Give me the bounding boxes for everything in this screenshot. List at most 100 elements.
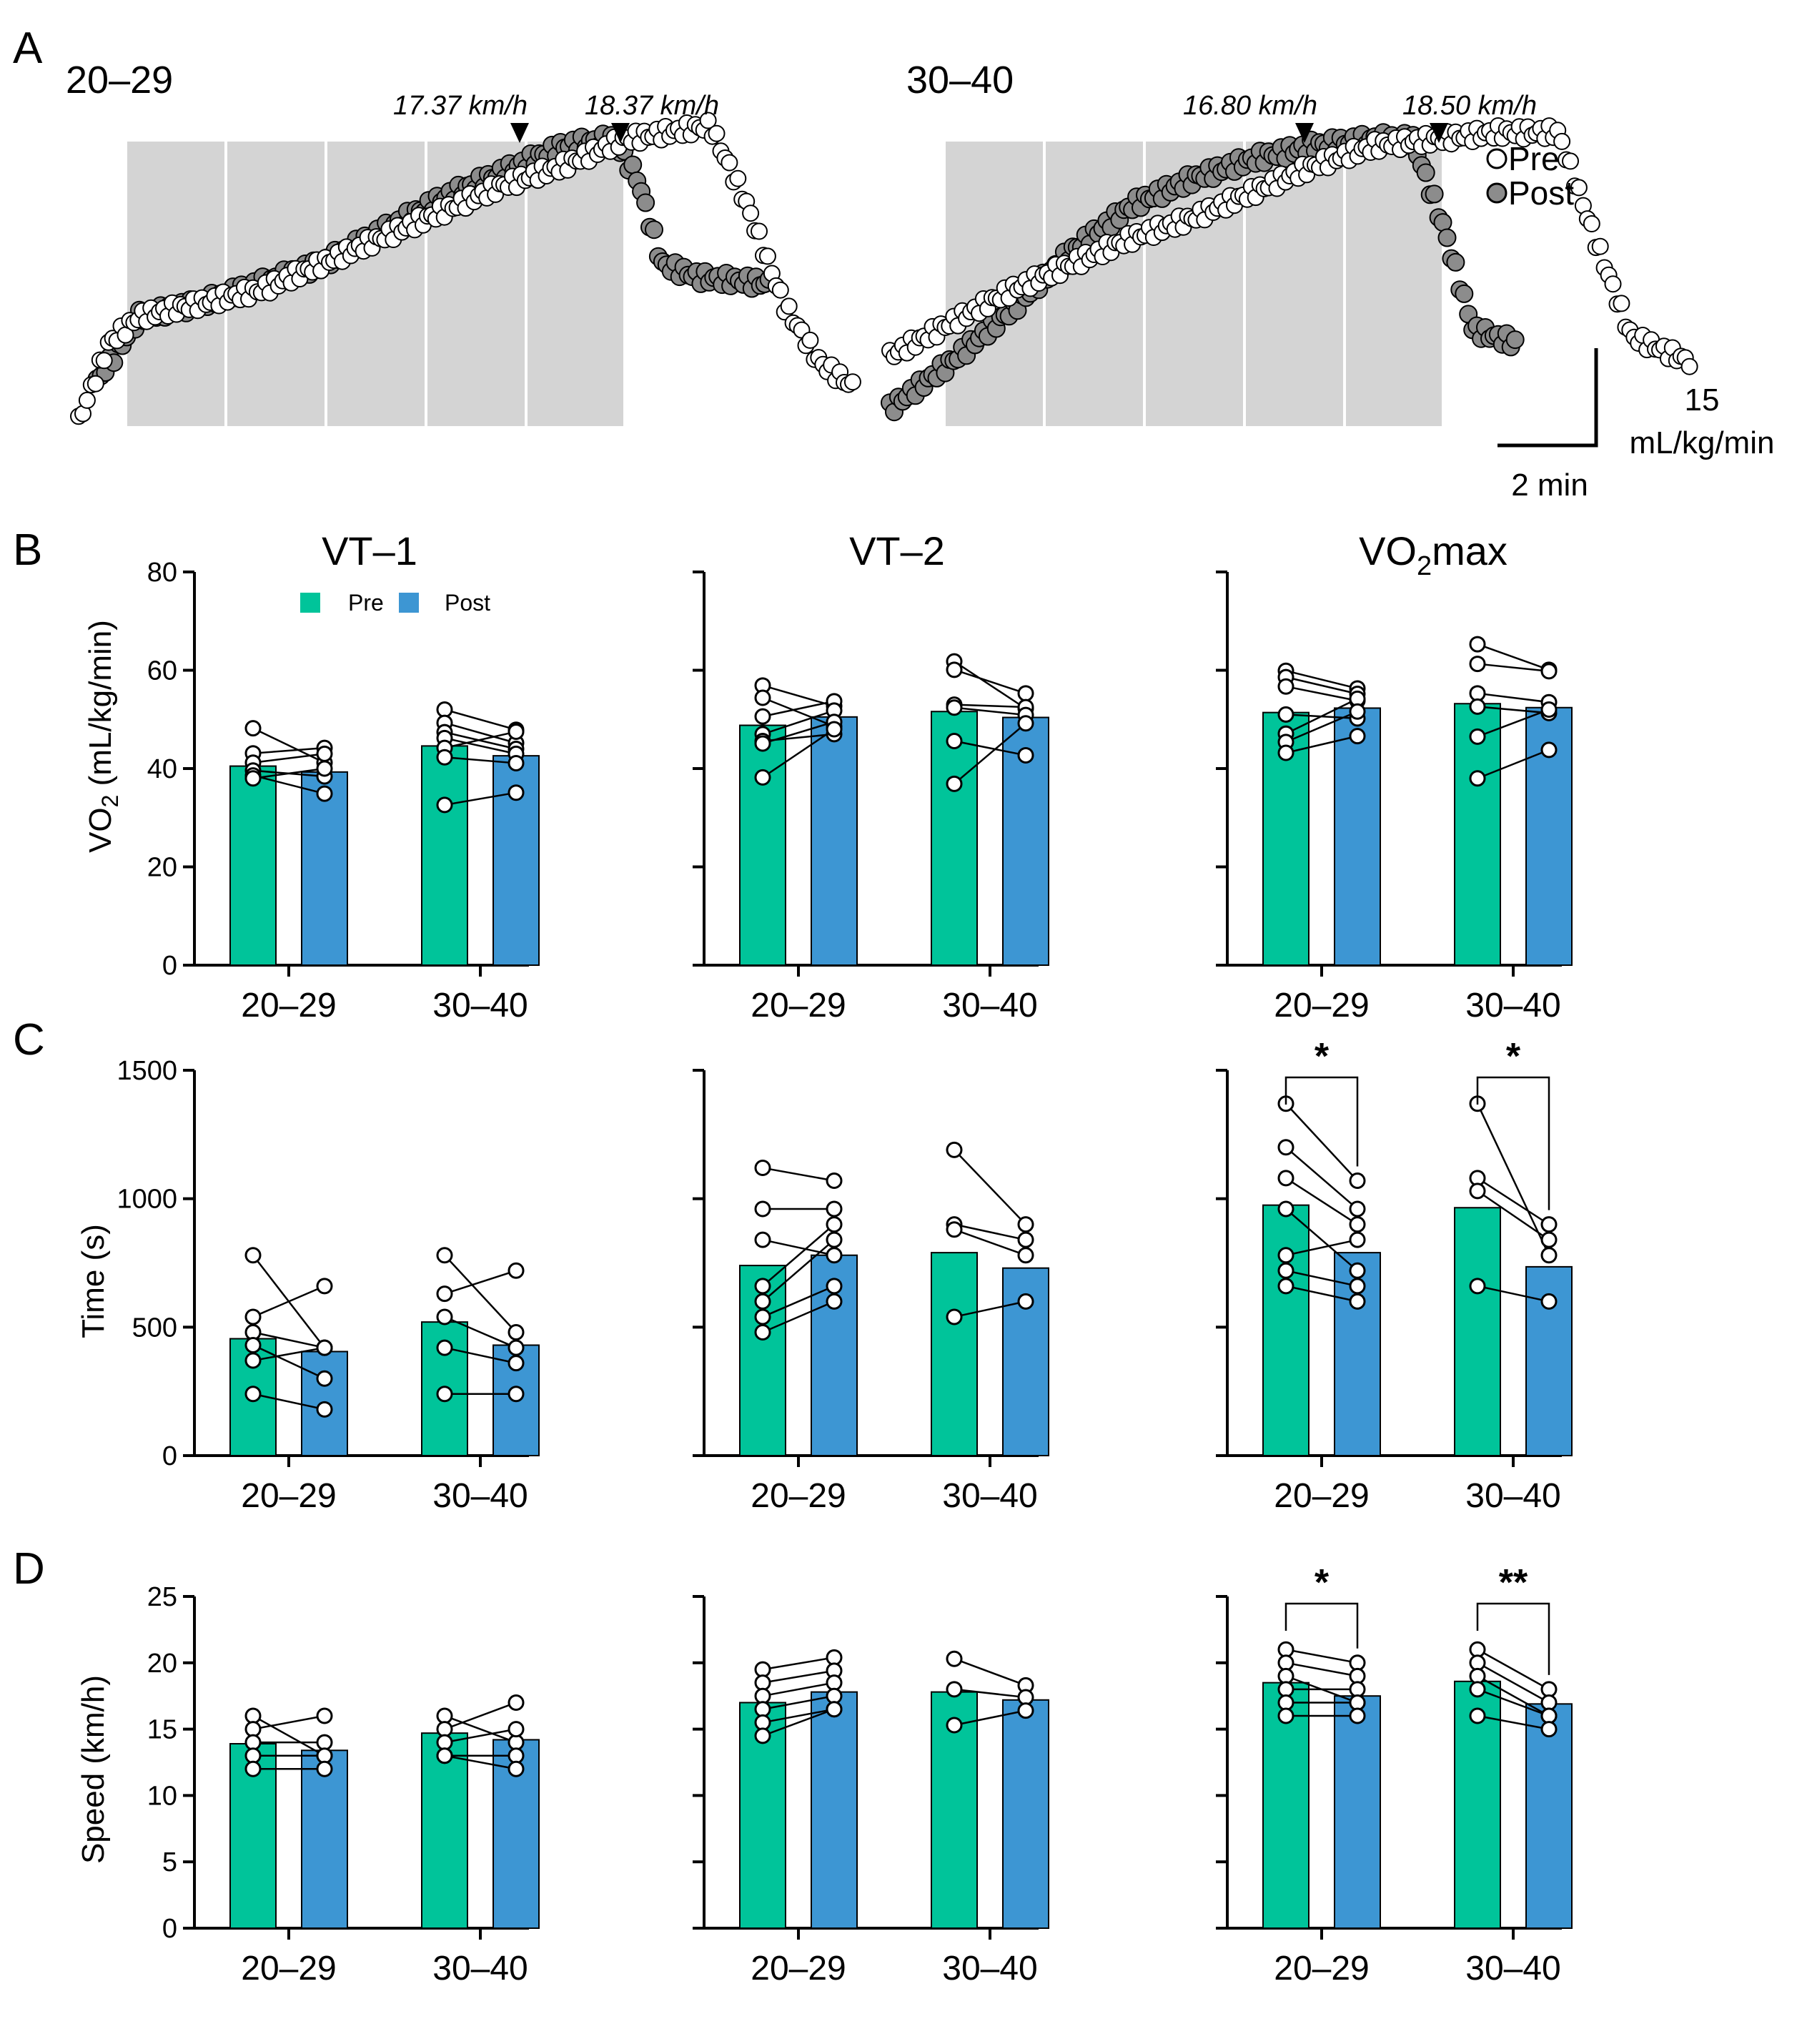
pair-line bbox=[1477, 1649, 1550, 1691]
pair-line bbox=[444, 1728, 517, 1744]
panel-label-a: A bbox=[13, 24, 43, 73]
point-pre bbox=[754, 1714, 771, 1731]
scale-bar-x-label: 2 min bbox=[1511, 468, 1588, 503]
pair-line bbox=[1477, 709, 1550, 738]
point-pre bbox=[1277, 1641, 1294, 1658]
pair-line bbox=[762, 1694, 835, 1710]
point-post bbox=[826, 1231, 843, 1248]
point-post bbox=[1349, 1262, 1366, 1279]
significance-star: * bbox=[1315, 1036, 1330, 1077]
arrow-label: 18.50 km/h bbox=[1402, 91, 1537, 121]
bar-pre bbox=[1262, 1204, 1310, 1457]
speed-arrow-3: 16.80 km/h bbox=[1183, 91, 1317, 143]
trace-point-pre bbox=[708, 124, 726, 142]
y-tick-label: 500 bbox=[132, 1313, 177, 1343]
trace-point-pre bbox=[721, 154, 738, 172]
bar-post bbox=[1334, 707, 1381, 966]
point-pre bbox=[244, 1721, 262, 1738]
y-tick-label: 0 bbox=[162, 1441, 177, 1471]
stage-block bbox=[528, 142, 623, 426]
bar-pre bbox=[931, 711, 978, 966]
pair-line bbox=[1477, 1190, 1550, 1241]
point-post bbox=[1017, 746, 1034, 764]
panel-label-b: B bbox=[13, 525, 42, 575]
legend-label-post: Post bbox=[1508, 174, 1574, 212]
pair-line bbox=[444, 1270, 517, 1295]
point-pre bbox=[1469, 698, 1486, 715]
pair-line bbox=[1285, 1102, 1358, 1182]
point-post bbox=[1349, 1231, 1366, 1248]
pair-line bbox=[1477, 1662, 1550, 1704]
point-post bbox=[508, 1721, 525, 1738]
point-pre bbox=[754, 1160, 771, 1177]
point-pre bbox=[436, 1285, 453, 1303]
y-tick-label: 0 bbox=[162, 951, 177, 981]
trace-group-1 bbox=[70, 112, 861, 425]
point-post bbox=[826, 1293, 843, 1310]
point-pre bbox=[1277, 1139, 1294, 1156]
point-post bbox=[1017, 1247, 1034, 1264]
point-pre bbox=[754, 708, 771, 725]
bar-pre bbox=[1454, 1207, 1501, 1456]
y-tick-label: 0 bbox=[162, 1914, 177, 1944]
point-pre bbox=[1469, 656, 1486, 673]
bar-pre bbox=[1454, 703, 1501, 966]
trace-point-post bbox=[623, 155, 643, 174]
point-post bbox=[1540, 1694, 1558, 1711]
point-post bbox=[508, 1694, 525, 1711]
point-post bbox=[826, 1278, 843, 1295]
pair-line bbox=[954, 668, 1026, 694]
pair-line bbox=[1477, 1714, 1550, 1730]
point-pre bbox=[946, 1681, 963, 1698]
pair-line bbox=[252, 746, 325, 754]
bar-pre bbox=[739, 1265, 786, 1457]
point-pre bbox=[436, 1308, 453, 1325]
pair-line bbox=[1477, 1285, 1550, 1303]
point-post bbox=[1017, 1293, 1034, 1310]
pair-line bbox=[1285, 735, 1358, 754]
pair-line bbox=[1477, 663, 1550, 673]
bar-chart-c-vt1: 0 500 1000 1500 20–29 30–40 bbox=[117, 1056, 540, 1515]
arrowhead-icon bbox=[1295, 123, 1314, 143]
pair-line bbox=[444, 1754, 517, 1770]
point-pre bbox=[754, 735, 771, 752]
y-label-vo2: VO2 (mL/kg/min) bbox=[83, 620, 123, 853]
point-post bbox=[826, 1674, 843, 1692]
point-post bbox=[1540, 1231, 1558, 1248]
pair-line bbox=[762, 1708, 835, 1737]
pair-line bbox=[252, 1393, 325, 1411]
point-post bbox=[826, 1649, 843, 1666]
point-post bbox=[508, 1324, 525, 1341]
bar-post bbox=[1002, 1699, 1049, 1930]
legend-label-pre: Pre bbox=[1508, 140, 1560, 177]
pair-line bbox=[954, 1688, 1026, 1699]
pair-line bbox=[954, 1228, 1026, 1256]
trace-point-post bbox=[1437, 228, 1457, 247]
pair-line bbox=[444, 721, 517, 744]
title-vo: VO bbox=[1359, 528, 1417, 573]
point-post bbox=[1540, 1293, 1558, 1310]
pair-line bbox=[444, 737, 517, 755]
pair-line bbox=[954, 740, 1026, 756]
point-pre bbox=[754, 1727, 771, 1744]
point-post bbox=[508, 1339, 525, 1356]
trace-group-2 bbox=[881, 117, 1698, 422]
stage-block bbox=[127, 142, 224, 426]
pair-line bbox=[1477, 749, 1550, 779]
point-pre bbox=[754, 1324, 771, 1341]
point-post bbox=[508, 1760, 525, 1777]
arrowhead-icon bbox=[1430, 123, 1448, 143]
point-pre bbox=[436, 701, 453, 718]
pair-line bbox=[1285, 669, 1358, 690]
point-pre bbox=[754, 1231, 771, 1248]
stage-blocks-group-2 bbox=[946, 142, 1442, 426]
pair-line bbox=[762, 1223, 835, 1287]
point-pre bbox=[1277, 1681, 1294, 1698]
point-pre bbox=[1469, 1707, 1486, 1724]
point-post bbox=[316, 1339, 333, 1356]
point-pre bbox=[1469, 1641, 1486, 1658]
bar-legend: Pre Post bbox=[300, 590, 490, 616]
point-pre bbox=[754, 1687, 771, 1704]
x-tick-label: 20–29 bbox=[1274, 1477, 1369, 1515]
pair-line bbox=[252, 727, 325, 764]
